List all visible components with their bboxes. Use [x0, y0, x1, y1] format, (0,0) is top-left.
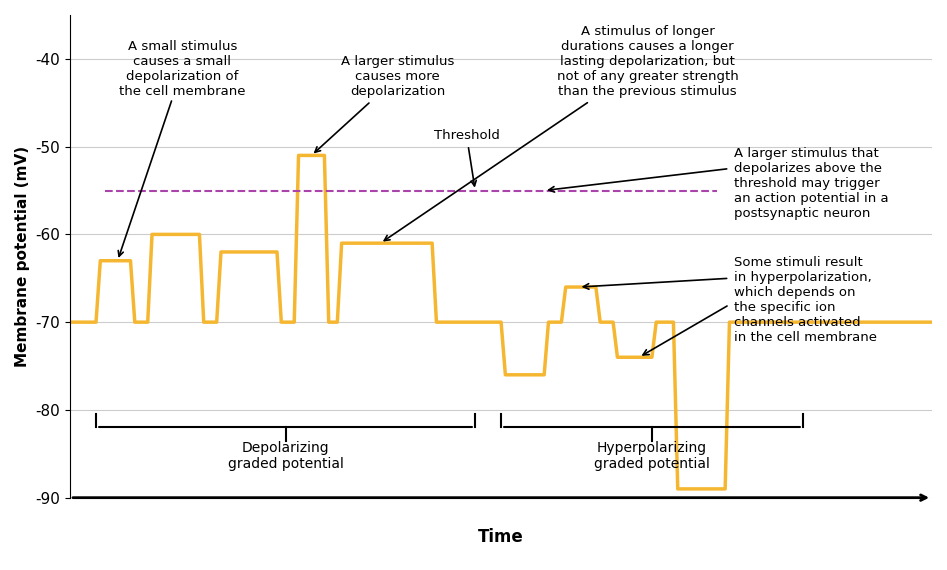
Text: A small stimulus
causes a small
depolarization of
the cell membrane: A small stimulus causes a small depolari… — [118, 40, 245, 256]
Text: A stimulus of longer
durations causes a longer
lasting depolarization, but
not o: A stimulus of longer durations causes a … — [384, 26, 739, 241]
Text: Threshold: Threshold — [434, 129, 499, 186]
Text: Hyperpolarizing
graded potential: Hyperpolarizing graded potential — [594, 441, 710, 471]
Y-axis label: Membrane potential (mV): Membrane potential (mV) — [15, 146, 30, 367]
Text: Some stimuli result
in hyperpolarization,
which depends on
the specific ion
chan: Some stimuli result in hyperpolarization… — [734, 256, 877, 344]
Text: A larger stimulus
causes more
depolarization: A larger stimulus causes more depolariza… — [315, 55, 455, 152]
Text: Depolarizing
graded potential: Depolarizing graded potential — [227, 441, 344, 471]
Text: Time: Time — [478, 528, 524, 547]
Text: A larger stimulus that
depolarizes above the
threshold may trigger
an action pot: A larger stimulus that depolarizes above… — [734, 146, 888, 219]
